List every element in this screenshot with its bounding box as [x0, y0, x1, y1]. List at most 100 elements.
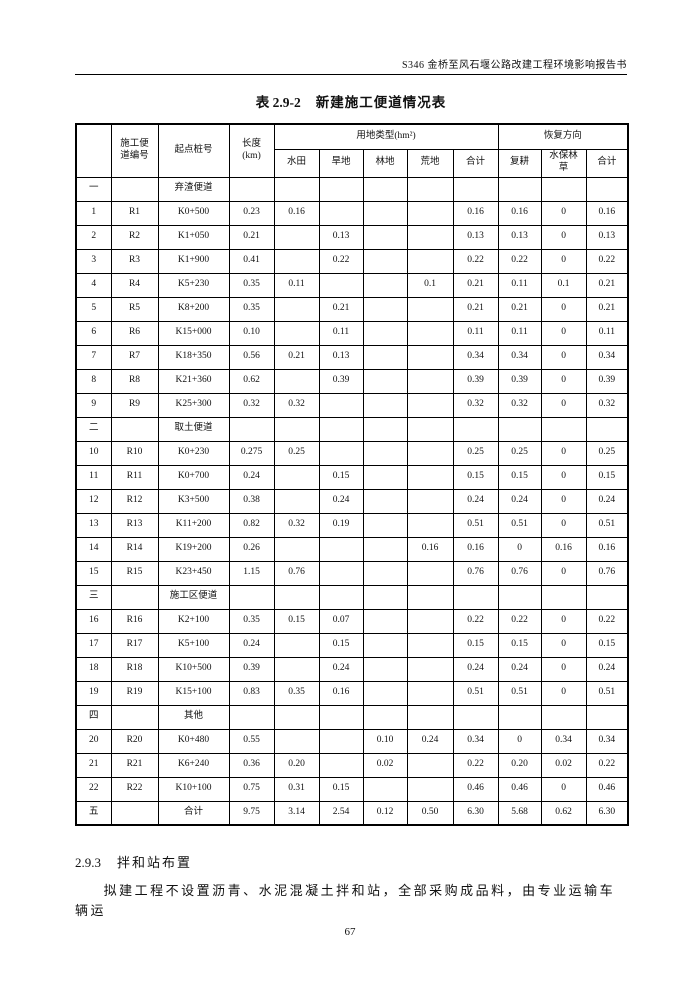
- table-cell: 0.46: [497, 776, 542, 802]
- table-cell: [362, 464, 408, 490]
- table-cell: 0.22: [452, 248, 499, 274]
- running-header-text: S346 金桥至风石堰公路改建工程环境影响报告书: [401, 60, 627, 71]
- table-cell: 2.54: [318, 800, 364, 826]
- table-cell: 0.24: [228, 464, 275, 490]
- col-header-length: 长度 (km): [228, 123, 275, 178]
- table-cell: [362, 560, 408, 586]
- table-row: 15 R15 K23+450 1.15 0.76 0.76 0.76 0 0.76: [75, 560, 629, 586]
- table-row: 3 R3 K1+900 0.41 0.22 0.22 0.22 0 0.22: [75, 248, 629, 274]
- table-row: 8 R8 K21+360 0.62 0.39 0.39 0.39 0 0.39: [75, 368, 629, 394]
- table-cell: 0.26: [228, 536, 275, 562]
- table-cell: [273, 536, 320, 562]
- table-cell: 0.25: [585, 440, 629, 466]
- table-cell: K23+450: [157, 560, 230, 586]
- table-cell: [362, 440, 408, 466]
- table-cell: 0.32: [273, 512, 320, 538]
- table-cell: 3.14: [273, 800, 320, 826]
- table-cell: [318, 560, 364, 586]
- table-cell: 0: [540, 344, 587, 370]
- table-cell: 0.13: [585, 224, 629, 250]
- table-cell: K1+900: [157, 248, 230, 274]
- table-cell: 0.02: [540, 752, 587, 778]
- table-cell: 0.07: [318, 608, 364, 634]
- table-row: 1 R1 K0+500 0.23 0.16 0.16 0.16 0 0.16: [75, 200, 629, 226]
- table-cell: 0.11: [273, 272, 320, 298]
- table-cell: K6+240: [157, 752, 230, 778]
- table-cell: 0.51: [585, 512, 629, 538]
- table-row: 21 R21 K6+240 0.36 0.20 0.02 0.22 0.20 0.02 0.22: [75, 752, 629, 778]
- table-cell: [362, 488, 408, 514]
- table-cell: K10+100: [157, 776, 230, 802]
- table-cell: 0: [540, 680, 587, 706]
- table-row: 五合计 9.75 3.14 2.54 0.12 0.50 6.30 5.68 0.62 6.30: [75, 800, 629, 826]
- table-cell: 4: [75, 272, 112, 298]
- table-cell: 2: [75, 224, 112, 250]
- table-cell: 0: [540, 656, 587, 682]
- table-cell: 15: [75, 560, 112, 586]
- table-cell: [362, 272, 408, 298]
- table-cell: [540, 584, 587, 610]
- table-cell: 0.15: [585, 632, 629, 658]
- table-row: 7 R7 K18+350 0.56 0.21 0.13 0.34 0.34 0 0.34: [75, 344, 629, 370]
- table-cell: 0.15: [452, 632, 499, 658]
- table-row: 5 R5 K8+200 0.35 0.21 0.21 0.21 0 0.21: [75, 296, 629, 322]
- table-cell: R7: [110, 344, 159, 370]
- table-cell: 0.15: [497, 464, 542, 490]
- table-cell: [406, 512, 454, 538]
- table-cell: 7: [75, 344, 112, 370]
- table-cell: K11+200: [157, 512, 230, 538]
- table-cell: 0.21: [228, 224, 275, 250]
- table-cell: 施工区便道: [157, 584, 230, 610]
- table-cell: [273, 368, 320, 394]
- table-cell: 0.13: [497, 224, 542, 250]
- table-cell: 弃渣便道: [157, 176, 230, 202]
- table-cell: 0.22: [452, 752, 499, 778]
- table-cell: 0.25: [452, 440, 499, 466]
- table-cell: 11: [75, 464, 112, 490]
- table-cell: R11: [110, 464, 159, 490]
- table-cell: 0.22: [497, 248, 542, 274]
- table-cell: 22: [75, 776, 112, 802]
- table-cell: 0.24: [318, 656, 364, 682]
- table-cell: 0.15: [585, 464, 629, 490]
- table-cell: 0.13: [318, 344, 364, 370]
- table-cell: [406, 584, 454, 610]
- table-cell: 0: [540, 488, 587, 514]
- table-cell: 0.22: [585, 608, 629, 634]
- table-cell: 0.51: [452, 680, 499, 706]
- table-cell: 0.46: [452, 776, 499, 802]
- table-cell: [273, 296, 320, 322]
- table-cell: [452, 704, 499, 730]
- table-row: 14 R14 K19+200 0.26 0.16 0.16 0 0.16 0.16: [75, 536, 629, 562]
- table-cell: 0.12: [362, 800, 408, 826]
- table-header-row-1: 施工便 道编号 起点桩号 长度 (km) 用地类型(hm²) 恢复方向: [75, 123, 629, 178]
- table-cell: 0.38: [228, 488, 275, 514]
- table-cell: [273, 488, 320, 514]
- table-row: 11 R11 K0+700 0.24 0.15 0.15 0.15 0 0.15: [75, 464, 629, 490]
- table-cell: [273, 248, 320, 274]
- table-cell: 0: [540, 200, 587, 226]
- table-cell: [406, 752, 454, 778]
- table-cell: 0: [540, 776, 587, 802]
- table-cell: [362, 704, 408, 730]
- table-cell: [406, 416, 454, 442]
- col-header-refarm: 复耕: [497, 148, 542, 178]
- table-cell: R17: [110, 632, 159, 658]
- table-cell: R14: [110, 536, 159, 562]
- table-cell: 0.34: [497, 344, 542, 370]
- table-cell: R12: [110, 488, 159, 514]
- table-cell: 一: [75, 176, 112, 202]
- table-cell: 0: [497, 536, 542, 562]
- table-cell: [585, 416, 629, 442]
- table-cell: K5+100: [157, 632, 230, 658]
- table-cell: [318, 584, 364, 610]
- table-cell: 0.39: [452, 368, 499, 394]
- table-cell: 0: [540, 608, 587, 634]
- table-cell: 0.24: [585, 488, 629, 514]
- table-cell: [362, 632, 408, 658]
- table-cell: [318, 440, 364, 466]
- table-cell: [273, 320, 320, 346]
- table-cell: 0.15: [318, 632, 364, 658]
- table-cell: [497, 584, 542, 610]
